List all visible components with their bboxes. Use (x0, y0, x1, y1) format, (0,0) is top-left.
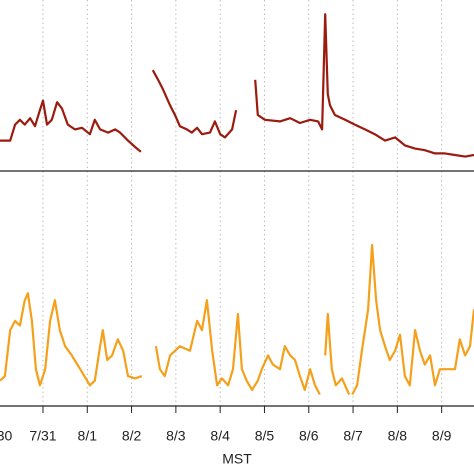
x-axis-label: MST (222, 451, 252, 467)
x-tick-label: 8/2 (122, 428, 142, 444)
x-tick-label: 8/9 (432, 428, 452, 444)
x-tick-label: 8/5 (255, 428, 275, 444)
x-tick-label: 8/1 (78, 428, 98, 444)
x-tick-label: 8/3 (166, 428, 186, 444)
x-tick-label: 8/6 (299, 428, 319, 444)
x-tick-label: 7/31 (29, 428, 56, 444)
x-tick-label: 8/7 (343, 428, 363, 444)
x-tick-label: 8/4 (210, 428, 230, 444)
x-tick-label: 8/8 (388, 428, 408, 444)
data-line (0, 13, 474, 158)
x-tick-label: 7/30 (0, 428, 13, 444)
data-line (0, 243, 474, 396)
